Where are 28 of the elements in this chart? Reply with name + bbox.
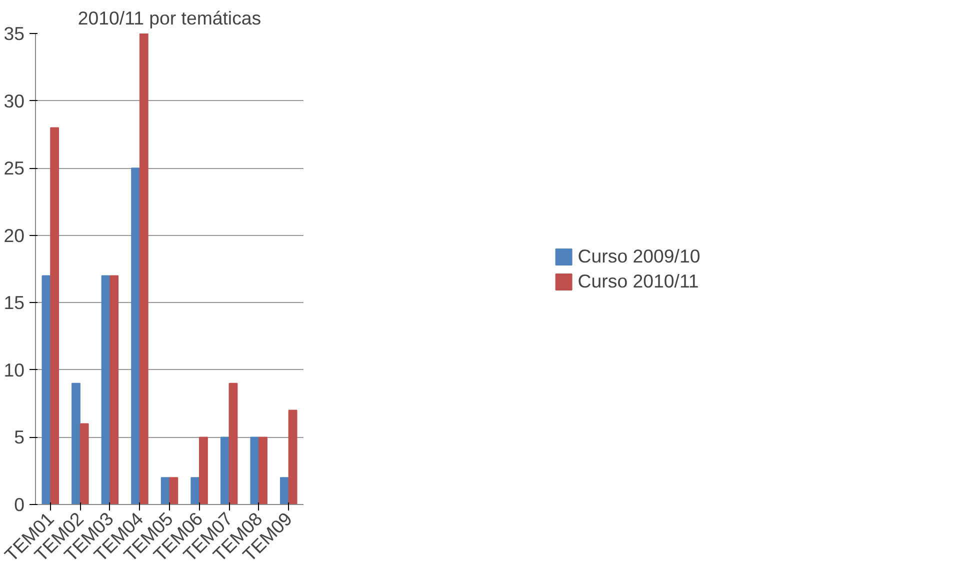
legend-label: Curso 2009/10: [578, 245, 700, 267]
bar: [169, 477, 178, 504]
bar: [80, 423, 89, 504]
y-tick-label: 25: [4, 158, 25, 179]
bar: [131, 168, 140, 504]
bar: [220, 436, 230, 504]
bar: [198, 436, 208, 504]
y-tick-label: 10: [4, 359, 25, 380]
bar: [288, 410, 298, 504]
y-tick-label: 0: [14, 494, 25, 515]
y-tick-label: 5: [14, 426, 25, 448]
bar: [101, 275, 110, 504]
y-tick-label: 15: [4, 292, 25, 314]
bar: [280, 477, 289, 504]
bar: [190, 477, 200, 504]
bar: [42, 275, 51, 504]
bar: [258, 436, 268, 504]
chart-title: 2010/11 por temáticas: [78, 8, 262, 28]
bar: [50, 127, 60, 504]
y-tick-label: 20: [4, 224, 25, 246]
y-tick-label: 30: [4, 90, 25, 112]
bar: [139, 34, 148, 504]
bar: [250, 436, 260, 504]
bar: [110, 275, 119, 504]
y-tick-label: 35: [4, 23, 25, 44]
bar: [228, 382, 238, 504]
legend-label: Curso 2010/11: [578, 270, 699, 292]
bar: [72, 382, 80, 504]
